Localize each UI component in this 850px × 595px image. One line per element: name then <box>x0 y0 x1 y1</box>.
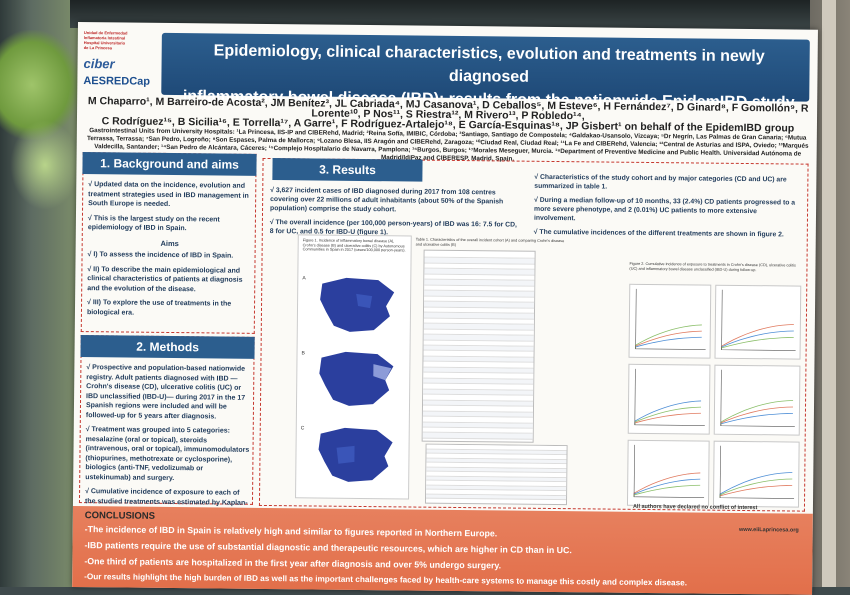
km-curve <box>721 337 794 350</box>
km-curve <box>720 400 794 426</box>
results-paragraph: √ The cumulative incidences of the diffe… <box>533 228 784 239</box>
background-paragraph: √ Updated data on the incidence, evoluti… <box>88 181 249 208</box>
km-curves <box>721 289 796 351</box>
km-curve <box>633 484 701 497</box>
spain-map-b <box>319 351 394 406</box>
figure-1-caption: Figure 1. Incidence of inflammatory bowe… <box>302 238 406 253</box>
km-curve <box>634 406 702 425</box>
km-curve <box>721 330 794 350</box>
km-curves <box>633 444 705 498</box>
spain-map-a <box>320 277 395 332</box>
km-curve <box>635 330 702 349</box>
km-curves <box>719 445 795 499</box>
background-heading: 1. Background and aims <box>82 152 257 176</box>
km-curves <box>635 288 706 350</box>
aesredcap-logo: AESREDCap <box>83 75 151 88</box>
km-curve <box>720 413 793 426</box>
km-curve <box>719 478 793 498</box>
chart-axis <box>634 368 705 426</box>
background-section: √ Updated data on the incidence, evoluti… <box>87 180 252 324</box>
km-curves <box>720 369 795 427</box>
aim-item: √ II) To describe the main epidemiologic… <box>87 265 243 293</box>
km-chart <box>627 363 711 435</box>
methods-heading: 2. Methods <box>80 335 255 359</box>
results-paragraph: √ Characteristics of the study cohort an… <box>534 173 787 191</box>
km-curve <box>634 400 702 425</box>
results-heading: 3. Results <box>272 158 423 182</box>
km-chart <box>626 439 710 507</box>
km-curve <box>720 406 794 426</box>
chart-axis <box>719 445 795 499</box>
table-1b <box>424 443 568 506</box>
results-paragraph: √ During a median follow-up of 10 months… <box>533 196 796 223</box>
results-paragraph: √ 3,627 incident cases of IBD diagnosed … <box>270 187 504 214</box>
km-curve <box>721 324 794 350</box>
research-poster: Unidad de Enfermedad Inflamatoria Intest… <box>72 22 818 595</box>
conclusion-line: -One third of patients are hospitalized … <box>84 556 502 571</box>
aim-item: √ I) To assess the incidence of IBD in S… <box>87 251 234 260</box>
website-url: www.eiiLaprincesa.org <box>738 526 799 534</box>
km-curve <box>635 336 702 349</box>
km-curve <box>633 478 701 497</box>
conclusions-heading: CONCLUSIONS <box>84 510 156 522</box>
km-chart <box>713 364 801 436</box>
table-1-caption: Table 1. Characteristics of the overall … <box>415 237 565 247</box>
km-chart <box>714 284 802 360</box>
figure-2-caption: Figure 2. Cumulative incidence of exposu… <box>629 261 796 272</box>
map-label-b: B <box>301 350 305 357</box>
km-curve <box>634 412 701 425</box>
conflict-of-interest-note: All authors have declared no conflict of… <box>632 503 758 512</box>
conclusion-line: -Our results highlight the high burden o… <box>84 572 688 588</box>
aims-label: Aims <box>160 238 179 248</box>
ciber-logo: ciber <box>83 56 115 72</box>
map-label-c: C <box>300 425 305 432</box>
km-curve <box>635 324 702 349</box>
map-label-a: A <box>302 275 306 282</box>
km-curve <box>719 485 793 498</box>
conclusions-banner: CONCLUSIONS -The incidence of IBD in Spa… <box>72 505 813 595</box>
km-curve <box>633 472 701 497</box>
methods-section: √ Prospective and population-based natio… <box>85 363 251 522</box>
conclusion-line: -The incidence of IBD in Spain is relati… <box>84 524 498 539</box>
table-row <box>422 433 533 440</box>
plant-decoration <box>10 120 80 210</box>
chart-axis <box>720 369 795 427</box>
title-banner: Epidemiology, clinical characteristics, … <box>161 32 810 132</box>
km-chart <box>712 440 800 508</box>
background-paragraph: √ This is the largest study on the recen… <box>87 214 220 233</box>
km-curve <box>719 472 793 498</box>
aim-item: √ III) To explore the use of treatments … <box>86 299 232 317</box>
chart-axis <box>721 289 796 351</box>
chart-axis <box>633 444 705 498</box>
chart-axis <box>635 288 706 350</box>
poster-title-line1: Epidemiology, clinical characteristics, … <box>213 42 765 86</box>
spain-map-c <box>318 427 393 482</box>
methods-paragraph: √ Prospective and population-based natio… <box>85 364 246 420</box>
km-curves <box>634 368 705 426</box>
poster-board-rail <box>822 0 836 587</box>
table-1a <box>421 249 536 443</box>
hospital-logo-text: de La Princesa <box>83 45 113 51</box>
methods-paragraph: √ Treatment was grouped into 5 categorie… <box>85 426 250 482</box>
results-right-text: √ Characteristics of the study cohort an… <box>534 173 801 245</box>
table-row <box>426 494 567 501</box>
figure-1-panel: Figure 1. Incidence of inflammatory bowe… <box>295 234 412 500</box>
institution-logos: Unidad de Enfermedad Inflamatoria Intest… <box>83 30 160 101</box>
km-chart <box>628 283 712 359</box>
conclusion-line: -IBD patients require the use of substan… <box>84 540 572 556</box>
